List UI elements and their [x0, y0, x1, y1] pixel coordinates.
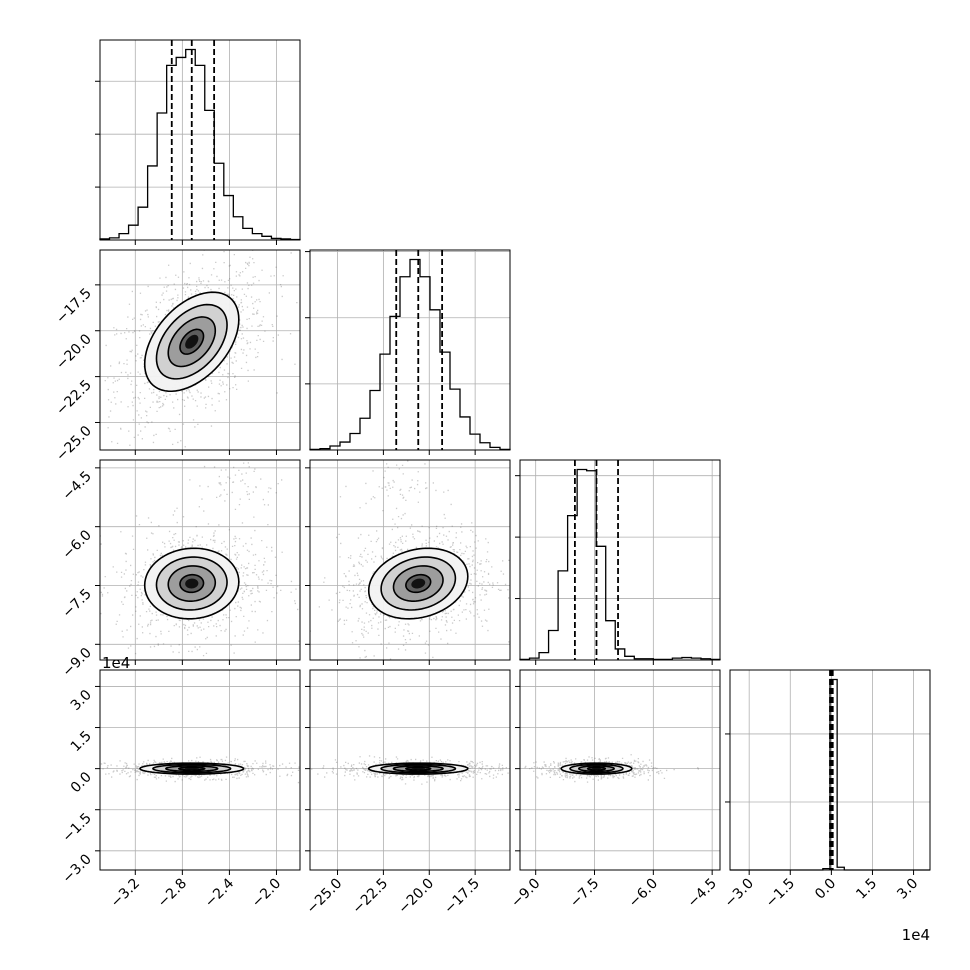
x-tick-label: 0.0: [812, 876, 839, 903]
y-tick-label: −22.5: [53, 377, 95, 419]
contour-line: [367, 762, 469, 775]
pair-inner: [100, 460, 300, 660]
pair-frame: [309, 669, 511, 871]
pair-inner: [520, 670, 720, 870]
contour-line: [380, 556, 457, 611]
pair-inner: [310, 670, 510, 870]
contour-line: [152, 763, 232, 774]
x-tick-label: −1.5: [763, 876, 798, 911]
hist-bg-0: [100, 40, 300, 240]
y-tick-label: −20.0: [53, 331, 95, 373]
contour-line: [367, 547, 469, 620]
y-tick-label: −9.0: [59, 645, 94, 680]
pair-frame: [309, 459, 511, 661]
pair-frame: [99, 459, 301, 661]
contour-line: [577, 765, 615, 773]
contour-line: [167, 316, 217, 368]
pair-panel-3-2: [515, 669, 721, 875]
y-tick-label: −7.5: [59, 586, 94, 621]
scatter-points: [311, 755, 509, 785]
x-tick-label: −22.5: [350, 876, 392, 918]
y-tick-label: −6.0: [59, 527, 94, 562]
hist-bg-1: [310, 250, 510, 450]
x-tick-label: −6.0: [626, 876, 661, 911]
density-core: [185, 578, 199, 589]
x-tick-label: 3.0: [894, 876, 921, 903]
hist-step-line: [99, 48, 301, 241]
y-tick-label: −4.5: [59, 468, 94, 503]
density-core: [411, 578, 426, 589]
contour-line: [586, 766, 607, 771]
pair-frame: [99, 669, 301, 871]
y-tick-label: 1.5: [68, 728, 95, 755]
y-tick-label: 0.0: [68, 769, 95, 796]
y-tick-label: −17.5: [53, 285, 95, 327]
contour-line: [143, 291, 240, 393]
contour-line: [155, 556, 228, 611]
contour-line: [405, 573, 432, 594]
hist-bg-2: [520, 460, 720, 660]
hist-panel-3: [725, 669, 931, 875]
hist-frame-3: [729, 669, 931, 871]
hist-frame-0: [99, 39, 301, 241]
pair-frame: [519, 669, 721, 871]
x-tick-label: −17.5: [441, 876, 483, 918]
x-tick-label: −20.0: [395, 876, 437, 918]
corner-plot-layer: −3.2 −2.8 −2.4 −2.0 −25.0 −22.5 −20.0 −17.5 −9.0…: [53, 39, 931, 944]
density-core: [185, 334, 199, 349]
x-tick-label: −4.5: [685, 876, 720, 911]
x-tick-label: −3.0: [722, 876, 757, 911]
contour-line: [569, 763, 624, 774]
hist-panel-1: [305, 249, 511, 455]
pair-inner: [100, 250, 300, 450]
pair-panel-3-0: [95, 669, 301, 875]
contour-line: [380, 763, 457, 774]
contour-line: [143, 547, 240, 620]
hist-panel-2: [515, 459, 721, 665]
y-tick-label: 3.0: [68, 687, 95, 714]
x-tick-label: −7.5: [567, 876, 602, 911]
density-core: [591, 767, 602, 770]
y-exponent-label: 1e4: [102, 654, 130, 672]
contour-line: [139, 762, 245, 775]
x-tick-label: −3.2: [108, 876, 143, 911]
contour-line: [165, 765, 219, 773]
density-core: [184, 767, 200, 770]
x-tick-label: −2.0: [249, 876, 284, 911]
x-tick-label: −2.4: [202, 875, 237, 910]
y-tick-label: −3.0: [59, 851, 94, 886]
contour-line: [405, 766, 432, 771]
y-tick-label: −25.0: [53, 423, 95, 465]
pair-panel-1-0: [95, 249, 301, 455]
contour-line: [179, 573, 205, 594]
hist-step-line: [519, 468, 721, 661]
hist-frame-1: [309, 249, 511, 451]
contour-line: [177, 766, 206, 771]
hist-frame-2: [519, 459, 721, 661]
x-tick-label: −2.8: [155, 876, 190, 911]
contour-line: [392, 765, 444, 773]
density-core: [411, 767, 426, 770]
pair-panel-2-0: [95, 459, 301, 665]
x-tick-label: −9.0: [508, 876, 543, 911]
contour-line: [155, 303, 228, 380]
y-tick-label: −1.5: [59, 810, 94, 845]
pair-inner: [100, 670, 300, 870]
pair-panel-3-1: [305, 669, 511, 875]
contour-line: [167, 565, 217, 602]
x-tick-label: −25.0: [304, 876, 346, 918]
pair-inner: [310, 460, 510, 660]
pair-frame: [99, 249, 301, 451]
hist-step-line: [309, 258, 511, 450]
hist-panel-0: [95, 39, 301, 245]
contour-line: [179, 328, 205, 355]
x-tick-label: 1.5: [853, 876, 880, 903]
contour-line: [560, 762, 633, 775]
contour-line: [392, 565, 444, 602]
pair-panel-2-1: [305, 459, 511, 665]
x-exponent-label: 1e4: [902, 926, 930, 944]
